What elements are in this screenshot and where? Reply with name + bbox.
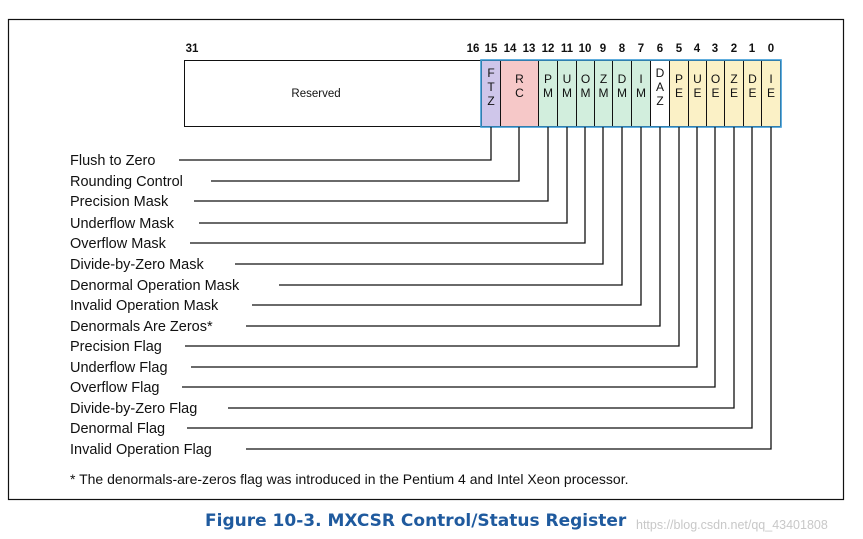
label-overflow-flag: Overflow Flag (70, 380, 159, 396)
label-invalid-operation-flag: Invalid Operation Flag (70, 442, 212, 458)
field-pe-letter: E (675, 86, 683, 100)
leader-line (194, 127, 549, 202)
bit-number: 4 (694, 43, 701, 55)
label-underflow-flag: Underflow Flag (70, 360, 168, 376)
field-ftz-letter: T (487, 80, 495, 94)
field-rc-letter: C (515, 86, 524, 100)
leader-line (179, 127, 492, 161)
label-overflow-mask: Overflow Mask (70, 236, 167, 252)
field-pm-letter: P (544, 72, 552, 86)
field-ftz-letter: Z (487, 94, 494, 108)
field-rc (500, 60, 539, 127)
bit-number: 7 (638, 43, 644, 55)
field-ue-letter: E (693, 86, 701, 100)
label-divide-by-zero-mask: Divide-by-Zero Mask (70, 257, 204, 273)
leader-line (228, 127, 735, 409)
leader-line (246, 127, 661, 327)
leader-line (199, 127, 568, 224)
label-denormal-operation-mask: Denormal Operation Mask (70, 278, 240, 294)
field-rc-letter: R (515, 72, 524, 86)
bit-number: 10 (579, 43, 592, 55)
bit-number: 13 (523, 43, 536, 55)
field-ie-letter: I (769, 72, 772, 86)
flag-labels: Flush to Zero Rounding Control Precision… (70, 153, 240, 458)
leader-line (279, 127, 623, 286)
field-um-letter: M (562, 86, 572, 100)
field-zm-letter: Z (600, 72, 607, 86)
bit-number: 8 (619, 43, 626, 55)
field-ue-letter: U (693, 72, 702, 86)
bit-number: 5 (676, 43, 683, 55)
field-um-letter: U (563, 72, 572, 86)
bit-number: 6 (657, 43, 663, 55)
bit-number: 11 (561, 43, 574, 55)
label-denormals-are-zeros: Denormals Are Zeros* (70, 319, 213, 335)
leader-line (211, 127, 520, 182)
field-ze-letter: E (730, 86, 738, 100)
leader-line (252, 127, 642, 306)
bit-number: 9 (600, 43, 606, 55)
bit-number: 31 (186, 43, 199, 55)
label-flush-to-zero: Flush to Zero (70, 153, 155, 169)
label-precision-mask: Precision Mask (70, 194, 169, 210)
field-daz-letter: Z (656, 94, 663, 108)
register-outline (480, 59, 782, 128)
register: Reserved FTZRCPMUMOMZMDMIMDAZPEUEOEZEDEI… (184, 59, 782, 128)
bit-number: 12 (542, 43, 555, 55)
bit-number-row: 31 16 15 14 13 12 11 10 9 8 7 6 5 4 3 2 … (186, 43, 775, 55)
field-zm-letter: M (599, 86, 609, 100)
label-divide-by-zero-flag: Divide-by-Zero Flag (70, 401, 197, 417)
leader-line (191, 127, 698, 368)
leader-line (182, 127, 716, 388)
field-de-letter: D (748, 72, 757, 86)
leader-lines (179, 127, 772, 450)
field-dm-letter: D (618, 72, 627, 86)
field-im-letter: I (639, 72, 642, 86)
field-dm-letter: M (617, 86, 627, 100)
watermark: https://blog.csdn.net/qq_43401808 (636, 518, 828, 532)
leader-line (235, 127, 604, 265)
label-underflow-mask: Underflow Mask (70, 216, 175, 232)
field-de-letter: E (748, 86, 756, 100)
reserved-label: Reserved (291, 88, 340, 100)
field-om-letter: O (581, 72, 590, 86)
field-im-letter: M (636, 86, 646, 100)
bit-number: 14 (504, 43, 517, 55)
field-pm-letter: M (543, 86, 553, 100)
field-daz-letter: D (656, 66, 665, 80)
field-om-letter: M (581, 86, 591, 100)
bit-number: 3 (712, 43, 718, 55)
label-denormal-flag: Denormal Flag (70, 421, 165, 437)
field-ie-letter: E (767, 86, 775, 100)
field-ze-letter: Z (730, 72, 737, 86)
label-rounding-control: Rounding Control (70, 174, 183, 190)
leader-line (187, 127, 753, 429)
field-ftz-letter: F (487, 66, 494, 80)
field-oe-letter: O (711, 72, 720, 86)
bit-number: 15 (485, 43, 498, 55)
figure-caption: Figure 10-3. MXCSR Control/Status Regist… (205, 511, 627, 531)
leader-line (190, 127, 586, 244)
bit-number: 1 (749, 43, 756, 55)
field-daz-letter: A (656, 80, 664, 94)
leader-line (185, 127, 680, 347)
bit-number: 16 (467, 43, 480, 55)
footnote: * The denormals-are-zeros flag was intro… (70, 471, 629, 487)
field-oe-letter: E (711, 86, 719, 100)
field-pe-letter: P (675, 72, 683, 86)
label-invalid-operation-mask: Invalid Operation Mask (70, 298, 219, 314)
bit-number: 2 (731, 43, 737, 55)
leader-line (246, 127, 772, 450)
bit-number: 0 (768, 43, 774, 55)
label-precision-flag: Precision Flag (70, 339, 162, 355)
